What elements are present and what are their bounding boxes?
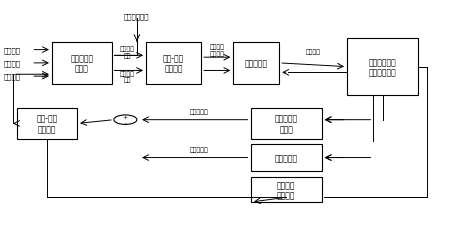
Text: 磁链系映射: 磁链系映射 [274,153,298,162]
FancyBboxPatch shape [52,43,112,84]
Text: 转速估算值: 转速估算值 [190,109,209,114]
Text: 控制效果
仿真评估: 控制效果 仿真评估 [277,180,295,199]
Text: 分数阶滑模
观测器: 分数阶滑模 观测器 [274,114,298,134]
FancyBboxPatch shape [250,109,322,139]
FancyBboxPatch shape [18,109,77,139]
FancyBboxPatch shape [146,43,201,84]
FancyBboxPatch shape [250,145,322,171]
Text: 定子电压给定: 定子电压给定 [124,13,150,20]
FancyBboxPatch shape [233,43,279,84]
Text: 转速限幅值: 转速限幅值 [190,147,209,152]
Text: 功角-转速
转换关系: 功角-转速 转换关系 [36,114,58,134]
Text: 功角反馈: 功角反馈 [4,74,21,80]
FancyBboxPatch shape [347,39,418,96]
FancyBboxPatch shape [250,178,322,202]
Text: 双模制动功
控制器: 双模制动功 控制器 [70,54,93,73]
Text: 电流指令
电流反馈: 电流指令 电流反馈 [210,44,225,56]
Text: 永磁同步电机
参考仿真模型: 永磁同步电机 参考仿真模型 [369,58,396,77]
Text: 电压指令: 电压指令 [305,49,321,55]
Text: 功角给定: 功角给定 [4,47,21,54]
Text: 功角-转矩
转换关系: 功角-转矩 转换关系 [163,54,184,73]
Text: +
-: + - [123,115,128,125]
Text: 功角限值: 功角限值 [4,60,21,67]
Text: 功角动势
给定: 功角动势 给定 [120,71,135,83]
Text: 电流控制器: 电流控制器 [245,59,268,68]
Text: 定子电压
给定: 定子电压 给定 [120,46,135,58]
